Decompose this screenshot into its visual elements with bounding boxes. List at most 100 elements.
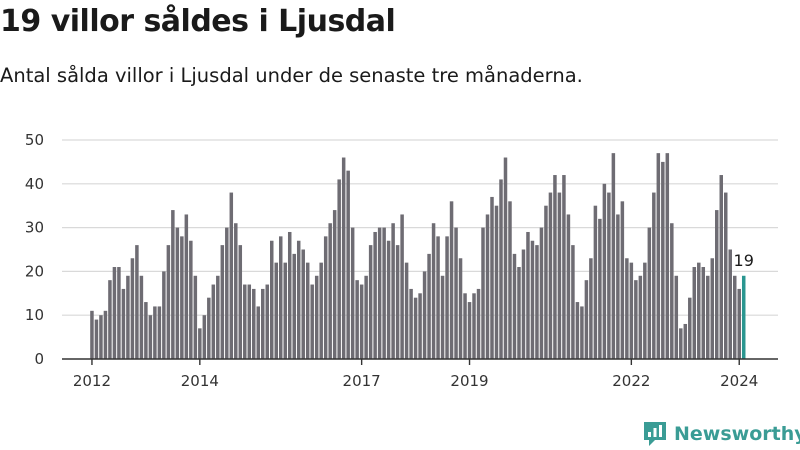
bar — [490, 196, 494, 359]
bar — [679, 328, 683, 359]
bar — [652, 192, 656, 359]
y-tick-label: 0 — [34, 350, 44, 368]
bar — [112, 267, 117, 359]
bar — [404, 262, 409, 359]
y-tick-label: 10 — [25, 306, 44, 324]
latest-value-label: 19 — [734, 251, 754, 270]
bar — [368, 245, 373, 359]
bar — [607, 192, 611, 359]
bar — [580, 306, 584, 359]
bar — [121, 288, 126, 359]
y-tick-label: 30 — [25, 219, 44, 237]
x-tick-label: 2012 — [73, 372, 111, 390]
bar — [395, 245, 400, 359]
bar — [503, 157, 508, 359]
bar — [485, 214, 490, 359]
bar — [602, 183, 607, 359]
bar — [108, 280, 112, 359]
bar — [625, 258, 629, 359]
bar — [234, 223, 238, 359]
y-tick-label: 20 — [25, 262, 44, 280]
bar — [620, 201, 625, 359]
bar — [225, 227, 229, 359]
bars — [90, 153, 746, 359]
bar — [697, 262, 701, 359]
bar — [548, 192, 553, 359]
bar — [287, 231, 292, 359]
bar — [499, 179, 503, 359]
bar — [373, 231, 377, 359]
bar — [332, 210, 337, 359]
bar — [688, 297, 692, 359]
bar — [243, 284, 247, 359]
bar — [337, 179, 341, 359]
bar — [634, 280, 638, 359]
bar — [562, 175, 566, 359]
bar — [350, 227, 355, 359]
bar — [692, 267, 697, 359]
y-tick-label: 40 — [25, 175, 44, 193]
bar — [728, 249, 732, 359]
bar — [180, 236, 184, 359]
bar — [629, 262, 634, 359]
newsworthy-logo[interactable]: Newsworthy — [644, 420, 800, 448]
bar — [638, 275, 643, 359]
bar — [616, 214, 620, 359]
bar — [328, 223, 332, 359]
bar — [148, 315, 153, 359]
bar — [283, 262, 287, 359]
bar — [278, 236, 283, 359]
bar — [139, 275, 144, 359]
bar — [422, 271, 427, 359]
bar — [135, 245, 139, 359]
bar — [162, 271, 166, 359]
bar — [301, 249, 305, 359]
x-tick-label: 2022 — [612, 372, 650, 390]
bar — [647, 227, 652, 359]
bar — [611, 153, 616, 359]
bar — [247, 284, 252, 359]
bar — [589, 258, 593, 359]
bar — [440, 275, 445, 359]
bar — [229, 192, 234, 359]
bar — [544, 205, 548, 359]
bar — [346, 170, 350, 359]
bar — [670, 223, 674, 359]
bar — [512, 253, 517, 359]
bar — [409, 288, 413, 359]
bar — [270, 240, 274, 359]
bar — [571, 245, 575, 359]
bar — [476, 288, 481, 359]
bar-latest — [741, 275, 746, 359]
bar — [198, 328, 202, 359]
bar — [526, 231, 530, 359]
bar — [220, 245, 225, 359]
bar — [103, 310, 108, 359]
bar — [732, 275, 737, 359]
bar — [598, 218, 602, 359]
bar — [377, 227, 382, 359]
bar — [296, 240, 301, 359]
bar — [144, 302, 148, 359]
bar — [431, 223, 436, 359]
bar — [665, 153, 670, 359]
bar — [454, 227, 458, 359]
bar — [364, 275, 368, 359]
bar — [90, 310, 94, 359]
bar — [126, 275, 130, 359]
bar — [314, 275, 319, 359]
bar — [710, 258, 715, 359]
bar — [265, 284, 269, 359]
bar — [472, 293, 476, 359]
bar — [252, 288, 256, 359]
bar — [211, 284, 216, 359]
bar — [153, 306, 157, 359]
bar — [193, 275, 198, 359]
bar — [400, 214, 404, 359]
bar — [202, 315, 207, 359]
bar — [175, 227, 180, 359]
bar — [553, 175, 557, 359]
bar — [323, 236, 328, 359]
bar — [207, 297, 211, 359]
bar — [445, 236, 449, 359]
